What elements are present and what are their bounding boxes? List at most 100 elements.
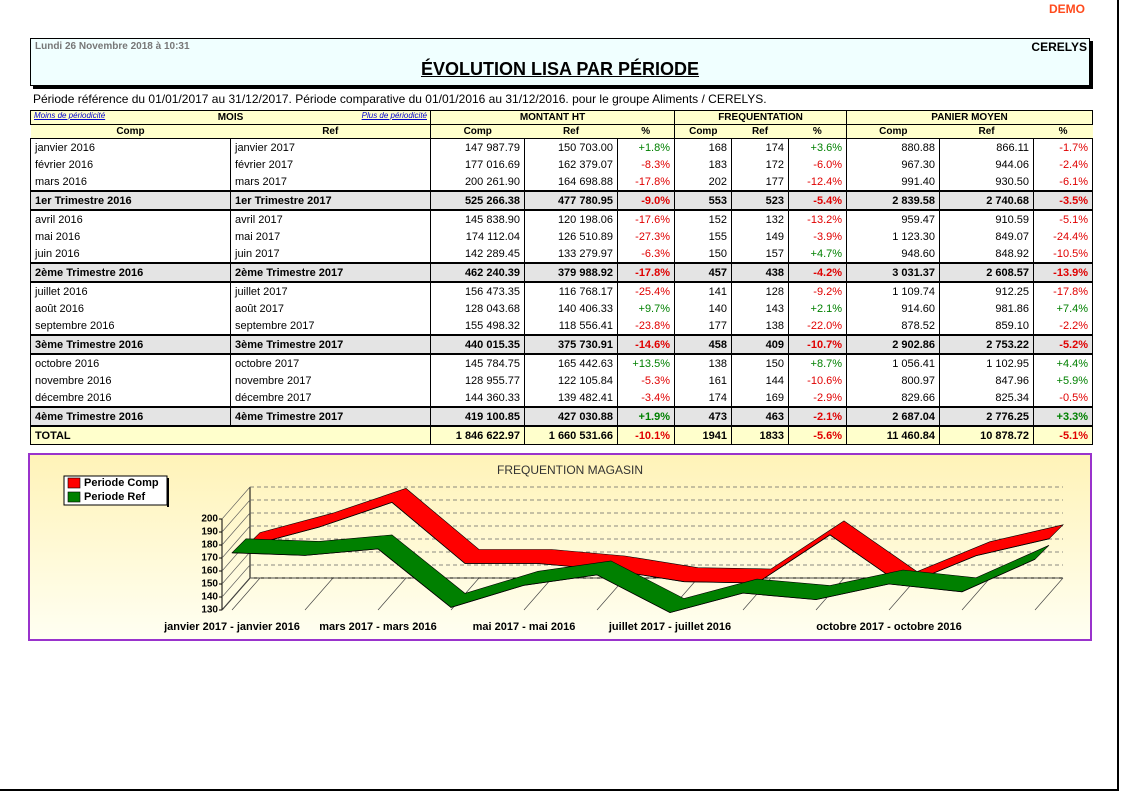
y-tick-label: 150 — [201, 579, 218, 590]
table-cell: 155 498.32 — [430, 317, 525, 335]
table-cell: 981.86 — [939, 300, 1035, 317]
table-cell: 959.47 — [846, 210, 941, 228]
table-cell: -17.6% — [616, 210, 676, 228]
table-cell: +5.9% — [1033, 372, 1094, 389]
table-cell: février 2017 — [230, 156, 431, 173]
legend-label: Periode Comp — [84, 477, 159, 489]
table-cell: 1941 — [674, 425, 733, 445]
x-tick-label: mars 2017 - mars 2016 — [319, 621, 436, 633]
grid-line — [221, 499, 251, 533]
table-cell: 150 703.00 — [524, 138, 618, 156]
table-cell: 4ème Trimestre 2017 — [230, 406, 431, 427]
table-cell: 1er Trimestre 2016 — [30, 190, 231, 211]
table-cell: 174 — [731, 138, 790, 156]
table-cell: mars 2017 — [230, 173, 431, 191]
mois-header: Moins de périodicité MOIS Plus de périod… — [30, 110, 431, 125]
table-cell: -27.3% — [616, 228, 676, 245]
table-cell: mars 2016 — [30, 173, 231, 191]
table-cell: 202 — [674, 173, 733, 191]
x-tick-label: octobre 2017 - octobre 2016 — [816, 621, 962, 633]
table-cell: -17.8% — [1033, 282, 1094, 300]
table-cell: +8.7% — [788, 354, 848, 372]
link-less[interactable]: Moins de périodicité — [34, 111, 106, 121]
table-cell: 991.40 — [846, 173, 941, 191]
table-cell: 1 102.95 — [939, 354, 1035, 372]
header: Lundi 26 Novembre 2018 à 10:31 CERELYS É… — [30, 38, 1090, 86]
table-cell: octobre 2017 — [230, 354, 431, 372]
table-cell: 523 — [731, 190, 790, 211]
column-label: Comp — [430, 124, 525, 139]
table-cell: +3.3% — [1033, 406, 1094, 427]
floor-line — [231, 577, 261, 611]
table-cell: +2.1% — [788, 300, 848, 317]
table-cell: 2 839.58 — [846, 190, 941, 211]
table-cell: -2.4% — [1033, 156, 1094, 173]
table-cell: 2 902.86 — [846, 334, 941, 355]
table-cell: 2 776.25 — [939, 406, 1035, 427]
table-cell: 183 — [674, 156, 733, 173]
table-cell: 848.92 — [939, 245, 1035, 263]
floor-line — [523, 577, 553, 611]
table-cell: janvier 2017 — [230, 138, 431, 156]
grid-line — [221, 551, 251, 585]
table-cell: 880.88 — [846, 138, 941, 156]
table-cell: 477 780.95 — [524, 190, 618, 211]
link-more[interactable]: Plus de périodicité — [361, 111, 427, 121]
table-cell: 847.96 — [939, 372, 1035, 389]
table-cell: 1 660 531.66 — [524, 425, 618, 445]
chart-panel: FREQUENTION MAGASIN 130 140 150 160 170 180 19… — [28, 453, 1092, 641]
table-cell: 910.59 — [939, 210, 1035, 228]
table-cell: 1 123.30 — [846, 228, 941, 245]
column-label: Comp — [674, 124, 732, 139]
table-cell: -25.4% — [616, 282, 676, 300]
table-cell: -5.4% — [788, 190, 848, 211]
table-row: 4ème Trimestre 2016 4ème Trimestre 2017 41… — [30, 406, 1094, 427]
table-row: TOTAL 1 846 622.97 1 660 531.66 -10.1% 1941 1… — [30, 425, 1094, 445]
chart-title: FREQUENTION MAGASIN — [497, 463, 643, 477]
y-tick-label: 130 — [201, 605, 218, 616]
table-cell: 866.11 — [939, 138, 1035, 156]
table-cell: 948.60 — [846, 245, 941, 263]
table-cell: 172 — [731, 156, 790, 173]
table-cell: 174 — [674, 389, 733, 407]
table-cell: 912.25 — [939, 282, 1035, 300]
column-header: Comp Ref Comp Ref% Comp Ref% Comp Ref% — [30, 124, 1093, 139]
grid-line — [221, 564, 251, 598]
table-cell: -24.4% — [1033, 228, 1094, 245]
table-cell: 553 — [674, 190, 733, 211]
table-cell: 177 — [731, 173, 790, 191]
table-cell: 409 — [731, 334, 790, 355]
table-cell: 1 056.41 — [846, 354, 941, 372]
table-cell: août 2017 — [230, 300, 431, 317]
table-cell: 2 608.57 — [939, 262, 1035, 283]
table-cell: -9.0% — [616, 190, 676, 211]
table-cell: 200 261.90 — [430, 173, 525, 191]
table-cell: -10.6% — [788, 372, 848, 389]
table-cell: août 2016 — [30, 300, 231, 317]
table-cell: 1833 — [731, 425, 790, 445]
table-cell: 145 784.75 — [430, 354, 525, 372]
floor-line — [377, 577, 407, 611]
table-cell: 379 988.92 — [524, 262, 618, 283]
table-row: 2ème Trimestre 2016 2ème Trimestre 2017 46… — [30, 262, 1094, 283]
y-tick-label: 160 — [201, 566, 218, 577]
brand: CERELYS — [1031, 40, 1087, 54]
table-row: 1er Trimestre 2016 1er Trimestre 2017 525 … — [30, 190, 1094, 211]
table-cell: 128 — [731, 282, 790, 300]
table-cell: -2.9% — [788, 389, 848, 407]
report-title: ÉVOLUTION LISA PAR PÉRIODE — [420, 59, 700, 79]
table-cell: -12.4% — [788, 173, 848, 191]
table-cell: 2 753.22 — [939, 334, 1035, 355]
table-cell: septembre 2017 — [230, 317, 431, 335]
table-cell: -6.1% — [1033, 173, 1094, 191]
subtitle: Période référence du 01/01/2017 au 31/12… — [33, 92, 767, 106]
table-cell: 375 730.91 — [524, 334, 618, 355]
table-cell: décembre 2017 — [230, 389, 431, 407]
date: Lundi 26 Novembre 2018 à 10:31 — [35, 41, 190, 52]
table-cell: +13.5% — [616, 354, 676, 372]
table-cell: novembre 2016 — [30, 372, 231, 389]
column-label: Ref — [230, 124, 431, 139]
table-cell: -5.2% — [1033, 334, 1094, 355]
table-cell: -10.5% — [1033, 245, 1094, 263]
table-cell: 140 406.33 — [524, 300, 618, 317]
